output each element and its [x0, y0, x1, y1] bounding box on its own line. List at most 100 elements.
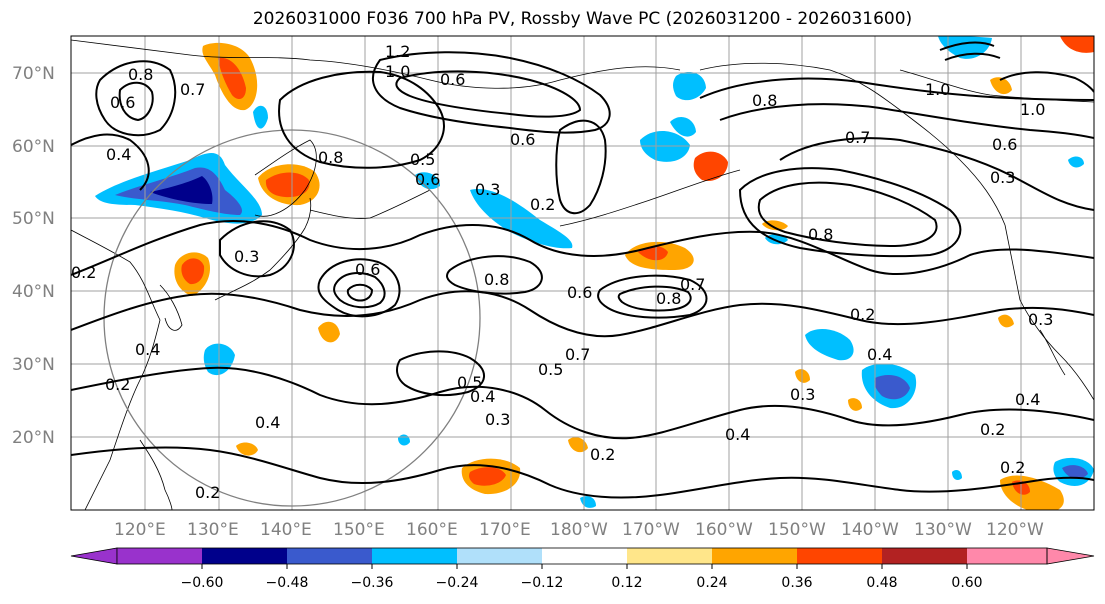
- colorbar-segment: [372, 548, 457, 564]
- positive-anomaly-ne-corner: [1060, 36, 1094, 53]
- colorbar-segment: [712, 548, 797, 564]
- colorbar-segment: [882, 548, 967, 564]
- longitude-labels: 120°E 130°E 140°E 150°E 160°E 170°E 180°…: [114, 520, 1044, 540]
- contour-line: [779, 137, 1094, 211]
- lon-label: 120°E: [114, 520, 166, 540]
- positive-anomaly-south-central-core: [469, 467, 506, 486]
- colorbar-tick-label: −0.24: [436, 575, 479, 591]
- negative-anomaly-gulf-alaska-small: [765, 234, 788, 245]
- contour-label: 0.7: [565, 345, 590, 364]
- lat-label: 40°N: [12, 282, 55, 302]
- colorbar: −0.60 −0.48 −0.36 −0.24 −0.12 0.12 0.24 …: [70, 547, 1095, 591]
- positive-anomaly-philippine-sea: [318, 321, 340, 343]
- contour-label: 0.4: [1015, 390, 1040, 409]
- colorbar-tick-label: −0.60: [181, 575, 224, 591]
- coastline-siberia-arctic: [71, 39, 681, 89]
- contour-label: 0.4: [106, 145, 131, 164]
- contour-label: 0.2: [71, 263, 96, 282]
- lat-label: 60°N: [12, 137, 55, 157]
- contour-label: 0.2: [1000, 458, 1025, 477]
- contour-label: 0.2: [850, 305, 875, 324]
- contour-label: 0.6: [415, 170, 440, 189]
- lon-label: 170°E: [479, 520, 531, 540]
- contour-line: [999, 71, 1094, 93]
- lon-label: 150°E: [333, 520, 385, 540]
- positive-anomaly-arctic-core: [218, 57, 246, 100]
- negative-anomaly-okhotsk-peak: [150, 176, 213, 204]
- negative-anomaly-southeast-core: [1062, 465, 1088, 479]
- contour-label: 0.7: [845, 128, 870, 147]
- coastline-philippines: [139, 439, 173, 510]
- contour-label: 0.6: [510, 130, 535, 149]
- contour-label: 0.8: [752, 91, 777, 110]
- coastline-north-america-west: [1004, 224, 1094, 401]
- contour-labels: 1.2 1.0 1.0 1.0 0.6 0.8 0.7 0.8 0.6 0.7 …: [71, 42, 1053, 502]
- colorbar-segment: [457, 548, 542, 564]
- contour-label: 0.2: [590, 445, 615, 464]
- colorbar-segment: [542, 548, 627, 564]
- contour-label: 0.3: [475, 180, 500, 199]
- contour-label: 0.8: [656, 289, 681, 308]
- coastline-alaska: [699, 62, 1006, 226]
- contour-line: [597, 274, 708, 319]
- colorbar-segment: [117, 548, 202, 564]
- coastline-korea: [159, 284, 183, 331]
- contour-label: 0.6: [110, 93, 135, 112]
- contour-line: [396, 350, 485, 397]
- coastline-kurils: [309, 189, 431, 219]
- positive-anomaly-south-china-sea: [236, 442, 258, 456]
- contour-label: 0.6: [567, 283, 592, 302]
- contour-line: [738, 167, 962, 258]
- colorbar-tick-label: 0.60: [951, 575, 982, 591]
- contour-label: 0.3: [990, 168, 1015, 187]
- negative-anomaly-hokkaido: [415, 172, 440, 190]
- coastline-asia: [71, 229, 161, 510]
- contour-line: [939, 41, 995, 51]
- contour-label: 0.8: [484, 270, 509, 289]
- positive-anomaly-canada: [990, 77, 1012, 95]
- contour-line: [555, 119, 607, 215]
- contour-line: [346, 283, 374, 302]
- contour-label: 1.0: [385, 62, 410, 81]
- coastline-japan: [214, 197, 312, 301]
- colorbar-frame: [116, 547, 1048, 565]
- contour-label: 0.4: [867, 345, 892, 364]
- positive-anomaly-bering: [693, 151, 728, 181]
- colorbar-tick-label: 0.24: [696, 575, 727, 591]
- lat-label: 70°N: [12, 64, 55, 84]
- contour-label: 0.8: [808, 225, 833, 244]
- lon-label: 160°E: [406, 520, 458, 540]
- colorbar-tick-label: 0.36: [781, 575, 812, 591]
- negative-anomaly-nw-pacific-small: [253, 105, 268, 129]
- lat-label: 30°N: [12, 355, 55, 375]
- contour-label: 0.3: [790, 385, 815, 404]
- colorbar-tick-label: −0.12: [521, 575, 564, 591]
- colorbar-segment: [202, 548, 287, 564]
- negative-anomaly-subtropical-east: [805, 328, 854, 361]
- coastline-baja: [1039, 329, 1066, 376]
- colorbar-extend-high: [1046, 547, 1095, 565]
- plot-frame: [70, 35, 1095, 511]
- contour-label: 0.6: [992, 135, 1017, 154]
- lat-label: 50°N: [12, 209, 55, 229]
- map-plot-area: 1.2 1.0 1.0 1.0 0.6 0.8 0.7 0.8 0.6 0.7 …: [71, 36, 1094, 510]
- positive-anomaly-kamchatka-core: [265, 172, 310, 198]
- contour-label: 0.4: [255, 413, 280, 432]
- negative-anomaly-alaska-west: [670, 117, 696, 137]
- positive-anomaly-small-1: [568, 437, 588, 453]
- contour-label: 0.5: [457, 373, 482, 392]
- negative-anomaly-aleutian-band: [470, 189, 573, 249]
- colorbar-tick-label: 0.48: [866, 575, 897, 591]
- contour-label: 0.2: [105, 375, 130, 394]
- contour-line: [278, 70, 445, 169]
- positive-anomaly-baja: [998, 314, 1014, 328]
- contour-label: 0.5: [538, 360, 563, 379]
- contour-line: [118, 81, 154, 122]
- lat-label: 20°N: [12, 428, 55, 448]
- lon-label: 130°E: [187, 520, 239, 540]
- lon-label: 140°E: [260, 520, 312, 540]
- lon-label: 160°W: [695, 520, 753, 540]
- pv-contours: [71, 41, 1094, 499]
- contour-label: 0.3: [1028, 310, 1053, 329]
